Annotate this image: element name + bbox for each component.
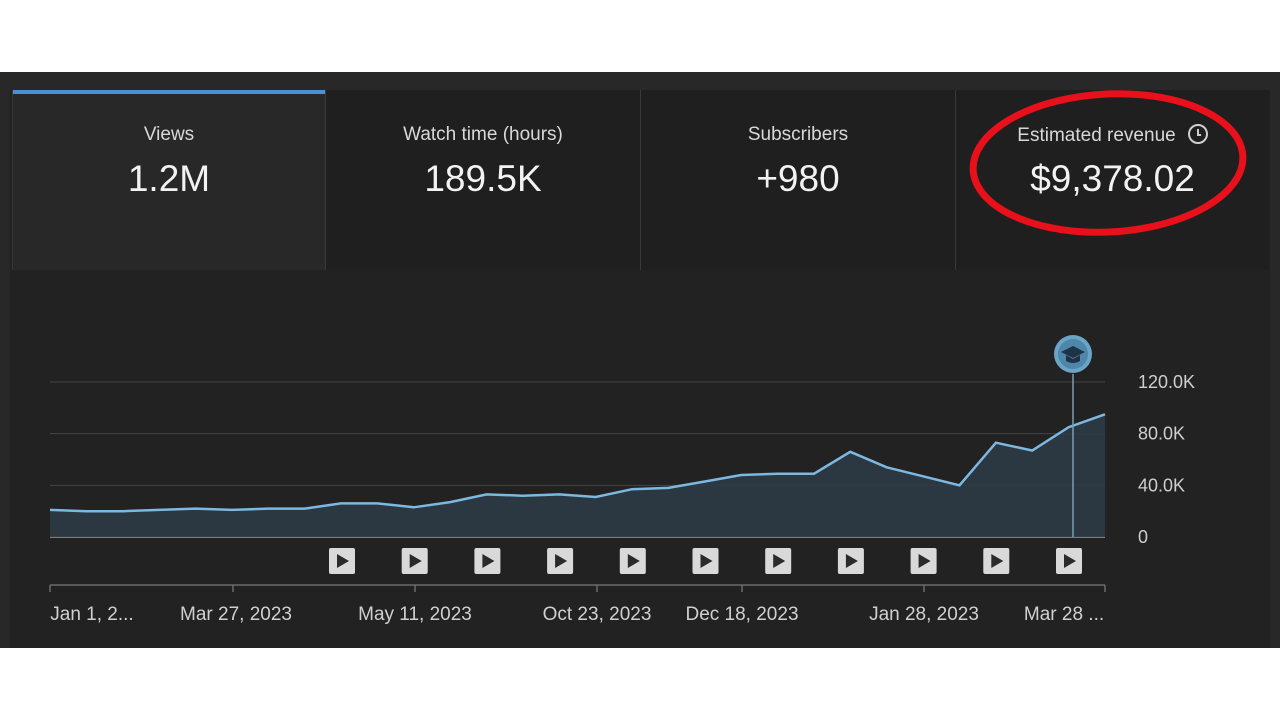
play-icon [627, 554, 640, 568]
video-play-marker[interactable] [619, 548, 646, 574]
video-play-marker[interactable] [837, 548, 864, 574]
video-play-marker[interactable] [983, 548, 1010, 574]
x-tick-label: Dec 18, 2023 [685, 604, 798, 625]
graduation-cap-icon[interactable] [1054, 335, 1092, 373]
metric-cards: Views 1.2M Watch time (hours) 189.5K Sub… [12, 90, 1269, 270]
video-play-marker[interactable] [910, 548, 937, 574]
x-axis-labels: Jan 1, 2... Mar 27, 2023 May 11, 2023 Oct 2… [50, 604, 1104, 625]
video-play-marker[interactable] [547, 548, 574, 574]
metric-value: 189.5K [424, 158, 542, 199]
video-play-marker[interactable] [1056, 548, 1082, 574]
x-tick-label: Jan 1, 2... [50, 604, 133, 625]
chart-hover-cursor [1054, 335, 1092, 537]
revenue-highlight-circle [969, 90, 1247, 236]
x-tick-label: Mar 27, 2023 [180, 604, 292, 625]
cap-base [1066, 355, 1080, 363]
play-icon [991, 554, 1004, 568]
chart-series-line [49, 413, 1106, 513]
x-tick-label: May 11, 2023 [358, 604, 472, 625]
play-icon [700, 554, 713, 568]
play-icon [918, 554, 931, 568]
play-icon [337, 554, 349, 568]
x-tick-label: Jan 28, 2023 [869, 604, 979, 625]
metric-label-with-icon: Estimated revenue [956, 124, 1269, 147]
video-play-marker[interactable] [765, 548, 792, 574]
active-tab-indicator [13, 90, 325, 94]
x-tick-label: Mar 28 ... [1024, 604, 1104, 625]
play-icon [482, 554, 495, 568]
metric-value: $9,378.02 [1030, 158, 1195, 199]
x-axis-ticks [49, 585, 1106, 592]
y-axis-labels: 120.0K 80.0K 40.0K 0 [1138, 372, 1195, 547]
metric-label: Subscribers [747, 124, 849, 145]
metric-value: +980 [756, 158, 840, 199]
play-icon [845, 554, 858, 568]
play-icon [773, 554, 786, 568]
play-icon [555, 554, 568, 568]
metric-card-estimated-revenue[interactable]: Estimated revenue $9,378.02 [955, 90, 1269, 270]
metric-label: Watch time (hours) [403, 124, 563, 145]
y-tick-label: 80.0K [1138, 424, 1185, 444]
metric-label: Views [143, 124, 195, 145]
y-tick-label: 120.0K [1138, 372, 1195, 392]
video-play-marker[interactable] [692, 548, 719, 574]
video-play-marker[interactable] [474, 548, 501, 574]
x-tick-label: Oct 23, 2023 [543, 604, 652, 625]
chart-area-fill [50, 414, 1105, 537]
metric-card-views[interactable]: Views 1.2M [12, 90, 325, 270]
y-tick-label: 0 [1138, 527, 1148, 547]
play-icon [1064, 554, 1076, 568]
cap-board [1061, 346, 1085, 358]
play-icon [409, 554, 422, 568]
clock-icon[interactable] [1187, 124, 1208, 144]
metric-card-watch-time[interactable]: Watch time (hours) 189.5K [325, 90, 640, 270]
video-marker-row [329, 548, 1082, 574]
y-tick-label: 40.0K [1138, 475, 1185, 495]
metric-card-subscribers[interactable]: Subscribers +980 [640, 90, 955, 270]
metric-value: 1.2M [127, 158, 211, 199]
video-play-marker[interactable] [329, 548, 355, 574]
metric-label-text: Estimated revenue [1017, 125, 1176, 146]
video-play-marker[interactable] [401, 548, 428, 574]
